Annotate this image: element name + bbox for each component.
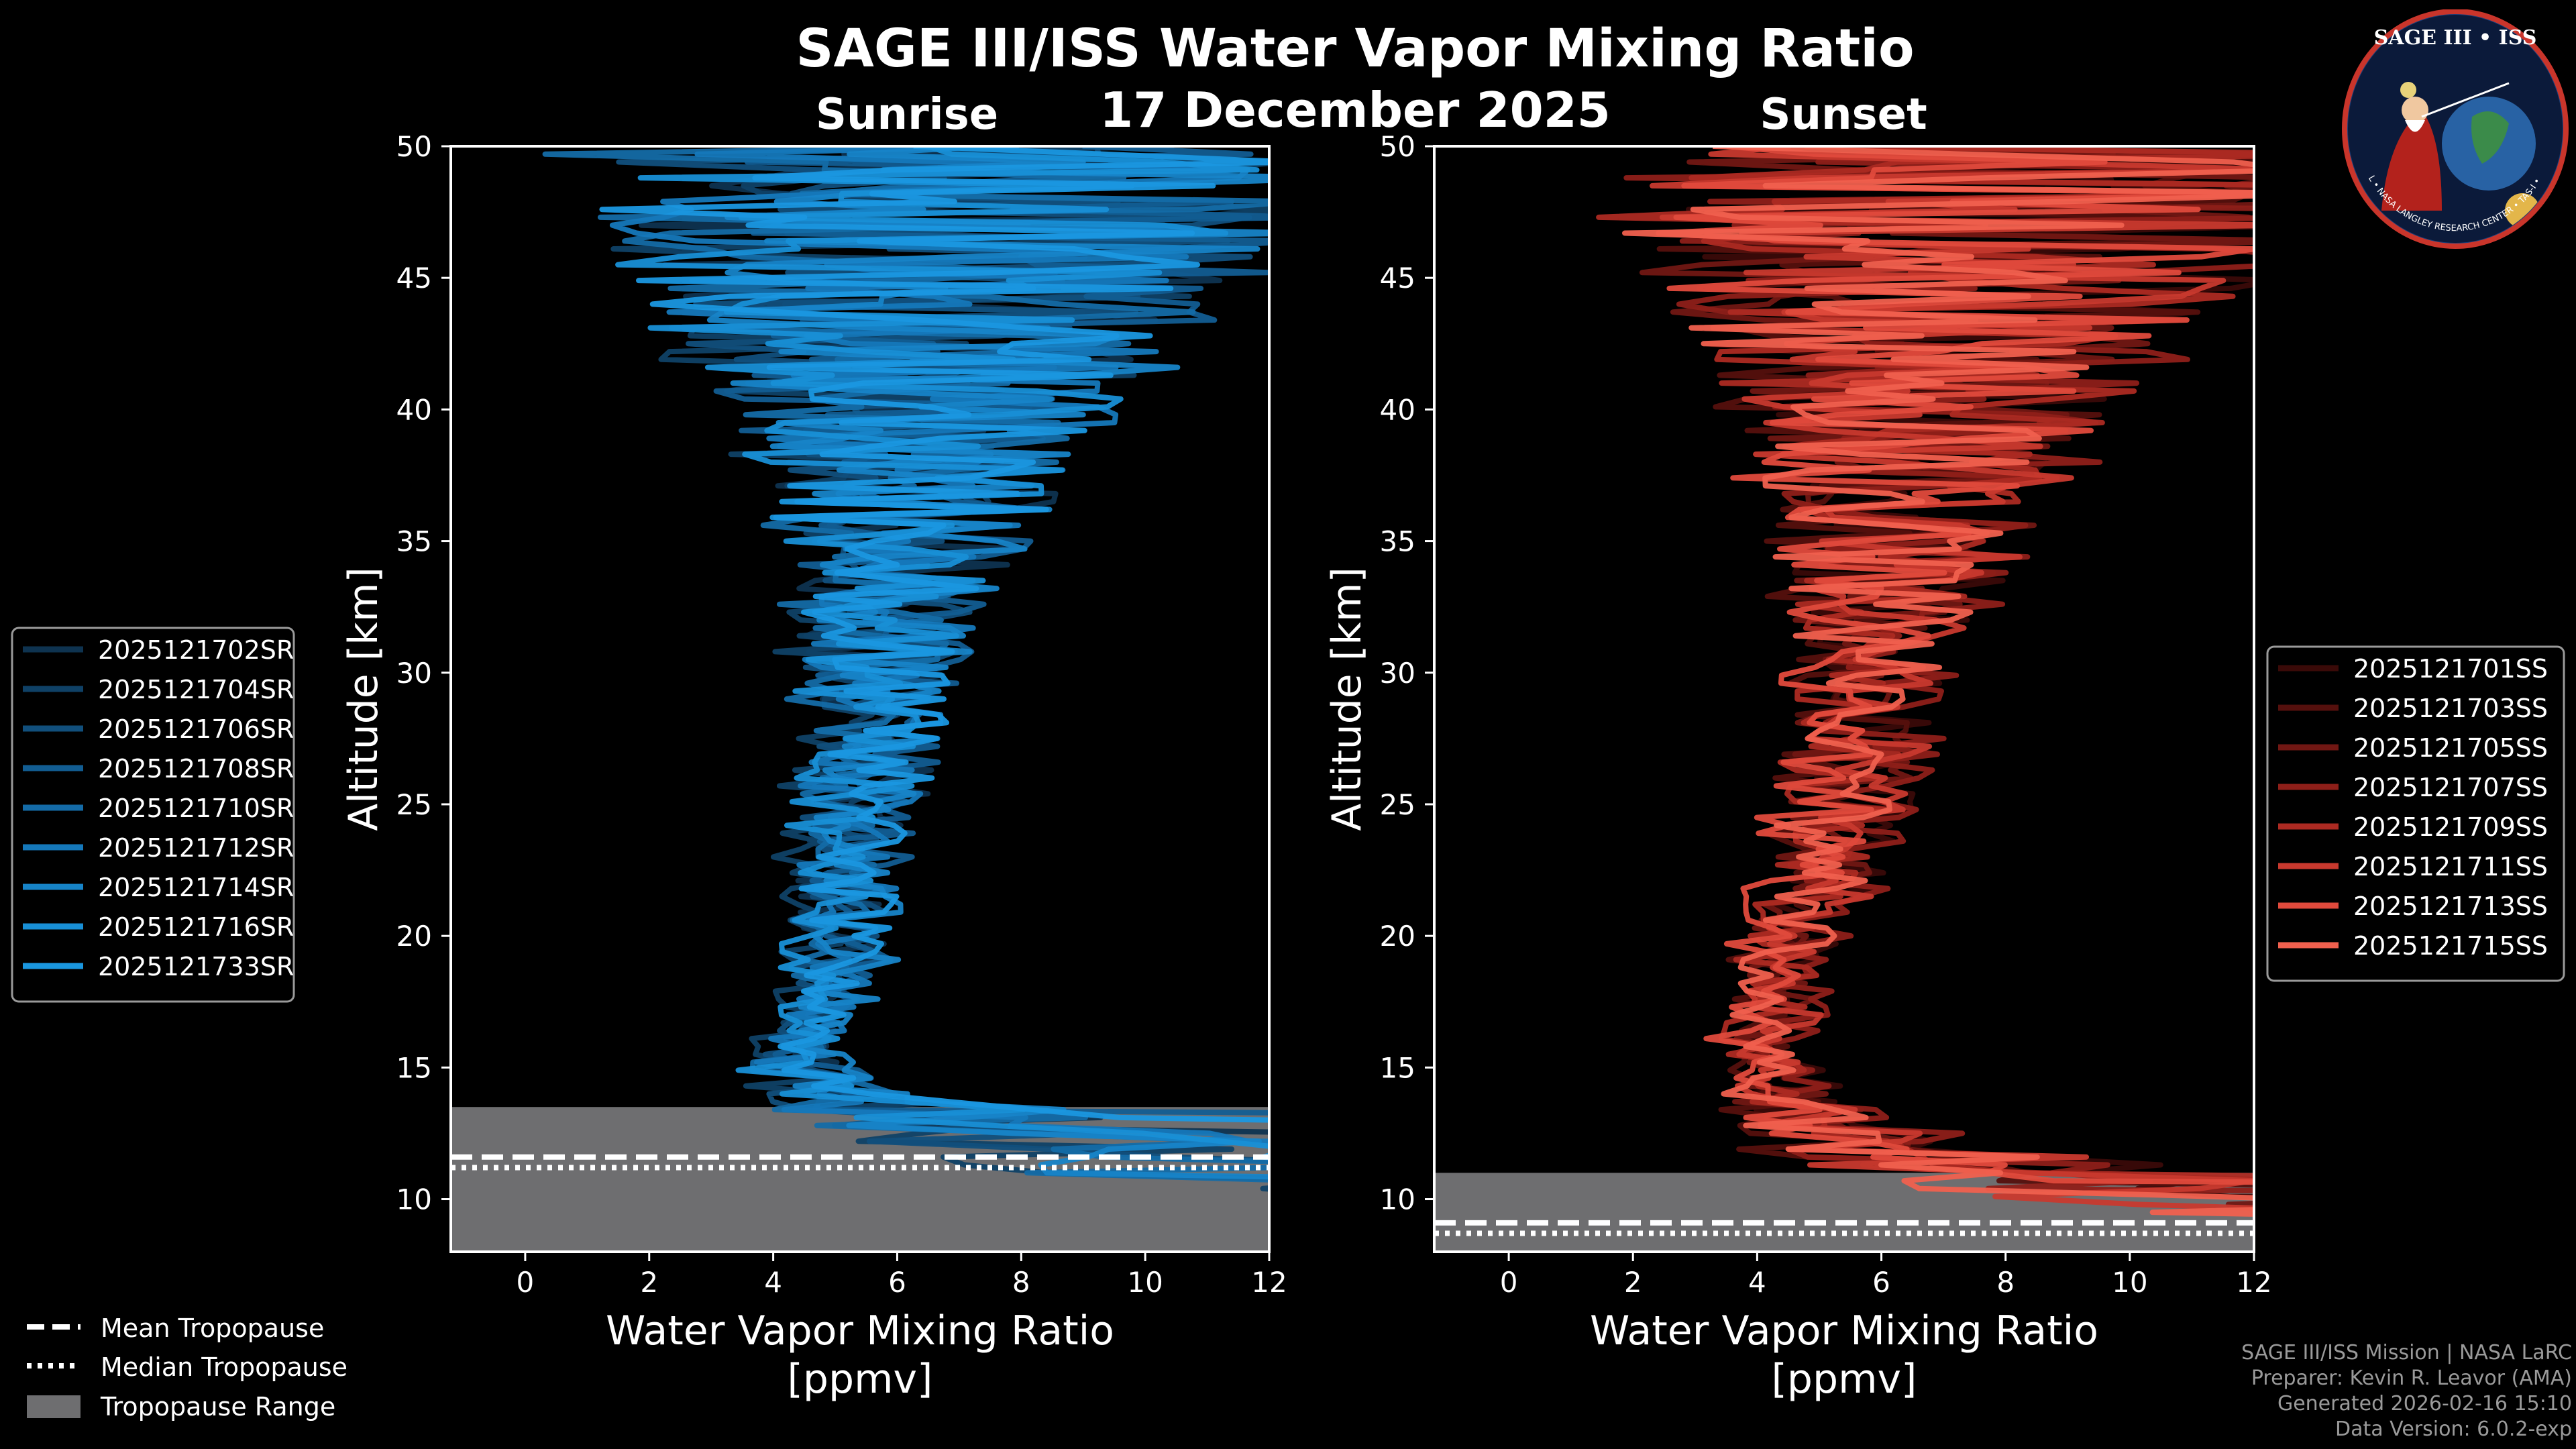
series-legend: 2025121702SR 2025121704SR 2025121706SR 2025… xyxy=(11,627,295,1003)
legend-label-2025121733SR: 2025121733SR xyxy=(98,952,294,981)
profile-2025121716SR xyxy=(615,146,1269,1161)
legend-label-2025121716SR: 2025121716SR xyxy=(98,912,294,942)
x-tick-label: 8 xyxy=(1012,1266,1030,1299)
plot-frame xyxy=(1433,145,2255,1253)
credit-line-version: Data Version: 6.0.2-exp xyxy=(2334,1417,2572,1441)
profile-2025121733SR xyxy=(599,146,1269,1123)
profile-2025121713SS xyxy=(1656,146,2254,1185)
x-axis-units: [ppmv] xyxy=(1772,1356,1917,1403)
x-axis-label: Water Vapor Mixing Ratio xyxy=(1590,1307,2098,1354)
profile-2025121709SS xyxy=(1596,146,2254,1179)
x-tick-label: 4 xyxy=(1748,1266,1766,1299)
x-tick-label: 10 xyxy=(1127,1266,1163,1299)
y-tick-label: 40 xyxy=(1380,393,1415,426)
x-tick-label: 2 xyxy=(1624,1266,1642,1299)
credits-footer: SAGE III/ISS Mission | NASA LaRC Prepare… xyxy=(2241,1340,2572,1442)
logo-top-text: SAGE III • ISS xyxy=(2374,26,2537,50)
legend-label-2025121705SS: 2025121705SS xyxy=(2353,733,2548,763)
y-tick-label: 15 xyxy=(396,1051,432,1084)
tropopause-range-label: Tropopause Range xyxy=(100,1392,335,1421)
median-tropopause-label: Median Tropopause xyxy=(101,1352,347,1382)
legend-label-2025121703SS: 2025121703SS xyxy=(2353,694,2548,723)
y-axis-label: Altitude [km] xyxy=(340,567,387,831)
legend-label-2025121706SR: 2025121706SR xyxy=(98,714,294,744)
y-tick-label: 30 xyxy=(396,657,432,690)
legend-label-2025121701SS: 2025121701SS xyxy=(2353,654,2548,684)
legend-label-2025121707SS: 2025121707SS xyxy=(2353,773,2548,802)
x-tick-label: 0 xyxy=(1500,1266,1518,1299)
x-tick-label: 12 xyxy=(2236,1266,2271,1299)
credit-line-preparer: Preparer: Kevin R. Leavor (AMA) xyxy=(2251,1366,2572,1390)
tropopause-range-swatch xyxy=(27,1395,80,1418)
legend-label-2025121710SR: 2025121710SR xyxy=(98,794,294,823)
profile-lines xyxy=(1596,146,2254,1217)
legend-label-2025121708SR: 2025121708SR xyxy=(98,754,294,784)
legend-label-2025121715SS: 2025121715SS xyxy=(2353,931,2548,961)
legend-label-2025121709SS: 2025121709SS xyxy=(2353,812,2548,842)
panel-title: Sunrise xyxy=(816,90,998,140)
profile-2025121708SR xyxy=(689,146,1269,1116)
credit-line-mission: SAGE III/ISS Mission | NASA LaRC xyxy=(2241,1341,2572,1364)
sage-iss-logo: SAGE III • ISS BALL • NASA LANGLEY RESEA… xyxy=(2341,9,2569,249)
y-axis-label: Altitude [km] xyxy=(1324,567,1371,831)
plot-frame xyxy=(449,145,1271,1253)
figure-date: 17 December 2025 xyxy=(1099,82,1611,138)
x-tick-label: 8 xyxy=(1996,1266,2015,1299)
mean-tropopause-label: Mean Tropopause xyxy=(101,1313,324,1343)
x-tick-label: 6 xyxy=(888,1266,906,1299)
y-tick-label: 10 xyxy=(1380,1183,1415,1216)
x-axis-units: [ppmv] xyxy=(788,1356,933,1403)
x-tick-label: 2 xyxy=(640,1266,658,1299)
y-tick-label: 10 xyxy=(396,1183,432,1216)
x-tick-label: 10 xyxy=(2112,1266,2147,1299)
legend-label-2025121704SR: 2025121704SR xyxy=(98,675,294,704)
y-tick-label: 20 xyxy=(396,920,432,953)
y-tick-label: 50 xyxy=(396,130,432,163)
sunrise-panel: 0 2 4 6 8 10 12 10 15 20 25 30 35 40 45 50 Water Vapor M… xyxy=(11,90,1287,1403)
legend-label-2025121714SR: 2025121714SR xyxy=(98,873,294,902)
y-tick-label: 45 xyxy=(1380,262,1415,294)
profile-2025121715SS xyxy=(1622,146,2254,1217)
y-tick-label: 30 xyxy=(1380,657,1415,690)
legend-label-2025121712SR: 2025121712SR xyxy=(98,833,294,863)
tropopause-range-band xyxy=(1434,1173,2254,1252)
x-axis-label: Water Vapor Mixing Ratio xyxy=(606,1307,1114,1354)
y-tick-label: 50 xyxy=(1380,130,1415,163)
y-tick-label: 40 xyxy=(396,393,432,426)
profile-lines xyxy=(542,146,1269,1192)
tropopause-legend: Mean Tropopause Median Tropopause Tropopau… xyxy=(27,1313,347,1421)
y-tick-label: 15 xyxy=(1380,1051,1415,1084)
legend-box xyxy=(11,627,295,1003)
y-tick-label: 25 xyxy=(1380,788,1415,821)
y-tick-label: 25 xyxy=(396,788,432,821)
x-tick-label: 0 xyxy=(517,1266,535,1299)
series-legend: 2025121701SS 2025121703SS 2025121705SS 2025… xyxy=(2266,645,2565,982)
y-tick-label: 45 xyxy=(396,262,432,294)
y-tick-label: 35 xyxy=(1380,525,1415,558)
x-tick-label: 4 xyxy=(764,1266,782,1299)
legend-box xyxy=(2266,645,2565,982)
legend-label-2025121702SR: 2025121702SR xyxy=(98,635,294,665)
legend-label-2025121711SS: 2025121711SS xyxy=(2353,852,2548,881)
sunset-panel: 0 2 4 6 8 10 12 10 15 20 25 30 35 40 45 50 Water Vapor M… xyxy=(1324,90,2565,1403)
y-tick-label: 20 xyxy=(1380,920,1415,953)
x-tick-label: 6 xyxy=(1872,1266,1890,1299)
y-tick-label: 35 xyxy=(396,525,432,558)
legend-label-2025121713SS: 2025121713SS xyxy=(2353,892,2548,921)
x-tick-label: 12 xyxy=(1251,1266,1287,1299)
figure-title: SAGE III/ISS Water Vapor Mixing Ratio xyxy=(796,19,1915,79)
credit-line-generated: Generated 2026-02-16 15:10 xyxy=(2277,1392,2572,1415)
panel-title: Sunset xyxy=(1760,90,1927,140)
